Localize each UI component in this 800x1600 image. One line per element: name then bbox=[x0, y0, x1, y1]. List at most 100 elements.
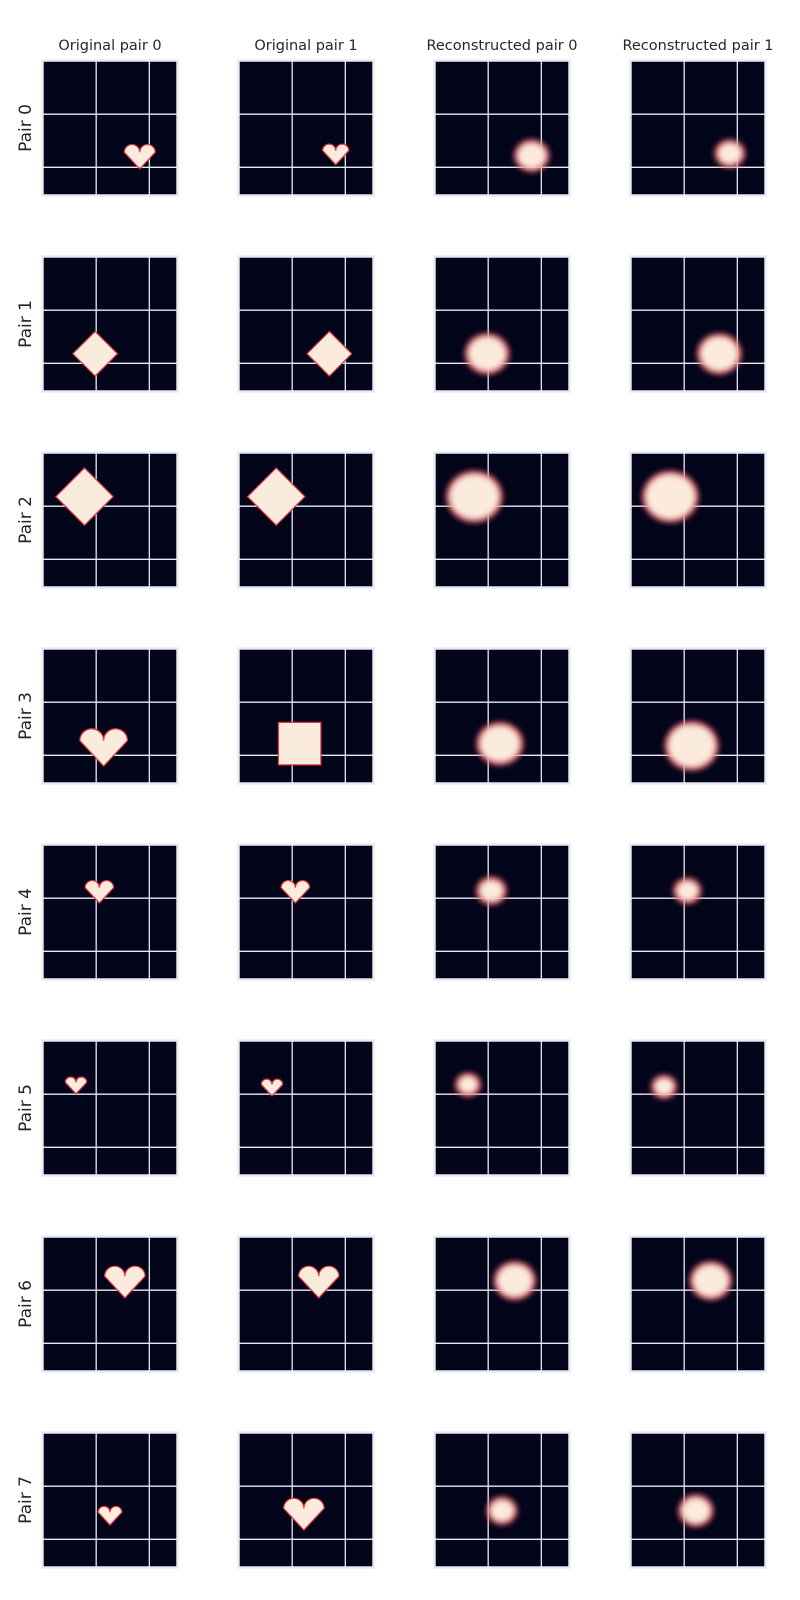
image-panel bbox=[433, 1431, 571, 1569]
image-panel bbox=[433, 1235, 571, 1373]
panel-background bbox=[42, 1432, 178, 1568]
panel-background bbox=[42, 1236, 178, 1372]
heart-shape bbox=[84, 880, 115, 904]
row-labels: Pair 0 Pair 1 Pair 2 Pair 3 Pair 4 Pair 5 Pair… bbox=[16, 104, 36, 1524]
panel-frame bbox=[629, 843, 767, 981]
panel-background bbox=[630, 256, 766, 392]
panel-frame bbox=[433, 59, 571, 197]
reconstructed-blob bbox=[692, 1263, 730, 1298]
row-label: Pair 0 bbox=[16, 104, 36, 152]
column-title: Reconstructed pair 0 bbox=[426, 38, 577, 54]
image-panel bbox=[629, 255, 767, 393]
panel-frame bbox=[629, 1039, 767, 1177]
panel-frame bbox=[433, 451, 571, 589]
image-panel bbox=[629, 451, 767, 589]
panel-frame bbox=[433, 1431, 571, 1569]
image-panel bbox=[433, 59, 571, 197]
panel-frame bbox=[237, 451, 375, 589]
panel-background bbox=[238, 844, 374, 980]
panel-frame bbox=[237, 59, 375, 197]
panel-background bbox=[238, 1236, 374, 1372]
column-title: Original pair 1 bbox=[254, 38, 357, 54]
image-panel bbox=[433, 843, 571, 981]
reconstructed-blob bbox=[667, 723, 717, 769]
panel-background bbox=[238, 1432, 374, 1568]
panel-background bbox=[42, 452, 178, 588]
row-label: Pair 1 bbox=[16, 300, 36, 348]
panel-frame bbox=[237, 1235, 375, 1373]
panel-background bbox=[630, 1236, 766, 1372]
image-panel bbox=[41, 255, 179, 393]
panel-frame bbox=[41, 255, 179, 393]
panel-frame bbox=[41, 451, 179, 589]
row-label: Pair 3 bbox=[16, 692, 36, 740]
panel-background bbox=[434, 844, 570, 980]
image-panel bbox=[237, 451, 375, 589]
diamond-shape bbox=[246, 467, 306, 527]
panel-background bbox=[630, 844, 766, 980]
panel-frame bbox=[41, 1235, 179, 1373]
row-label: Pair 5 bbox=[16, 1084, 36, 1132]
heart-shape bbox=[322, 143, 350, 166]
image-panel bbox=[237, 1431, 375, 1569]
reconstructed-blob bbox=[680, 1496, 712, 1525]
reconstructed-blob bbox=[467, 335, 507, 372]
panel-background bbox=[42, 648, 178, 784]
diamond-shape bbox=[71, 330, 119, 377]
row-label: Pair 2 bbox=[16, 496, 36, 544]
column-title: Original pair 0 bbox=[58, 38, 161, 54]
image-panel bbox=[629, 1039, 767, 1177]
panel-background bbox=[238, 60, 374, 196]
image-panel bbox=[433, 1039, 571, 1177]
heart-shape bbox=[280, 880, 311, 904]
heart-shape bbox=[104, 1265, 146, 1299]
column-title: Reconstructed pair 1 bbox=[622, 38, 773, 54]
panel-frame bbox=[237, 647, 375, 785]
panel-frame bbox=[41, 843, 179, 981]
panel-grid bbox=[41, 59, 767, 1569]
image-panel bbox=[41, 1431, 179, 1569]
panel-background bbox=[434, 256, 570, 392]
image-panel bbox=[629, 1431, 767, 1569]
reconstructed-blob bbox=[653, 1077, 675, 1097]
reconstructed-blob bbox=[675, 880, 700, 902]
panel-frame bbox=[41, 59, 179, 197]
panel-background bbox=[238, 256, 374, 392]
reconstructed-blob bbox=[478, 724, 521, 763]
reconstructed-blob bbox=[489, 1498, 515, 1523]
panel-background bbox=[434, 60, 570, 196]
panel-background bbox=[434, 1040, 570, 1176]
panel-frame bbox=[629, 59, 767, 197]
heart-shape bbox=[123, 144, 156, 170]
panel-background bbox=[238, 1040, 374, 1176]
square-shape bbox=[277, 721, 322, 766]
diamond-shape bbox=[306, 330, 353, 377]
column-titles: Original pair 0 Original pair 1 Reconstruc… bbox=[58, 38, 773, 54]
panel-background bbox=[434, 452, 570, 588]
heart-shape bbox=[64, 1076, 88, 1095]
panel-background bbox=[42, 60, 178, 196]
image-panel bbox=[41, 843, 179, 981]
image-panel bbox=[629, 1235, 767, 1373]
image-panel bbox=[237, 59, 375, 197]
panel-frame bbox=[41, 647, 179, 785]
image-panel bbox=[237, 647, 375, 785]
heart-shape bbox=[283, 1497, 325, 1531]
image-panel bbox=[41, 1039, 179, 1177]
panel-background bbox=[238, 452, 374, 588]
image-panel bbox=[629, 843, 767, 981]
reconstructed-blob bbox=[457, 1075, 479, 1095]
panel-frame bbox=[237, 1039, 375, 1177]
panel-frame bbox=[433, 255, 571, 393]
panel-background bbox=[630, 452, 766, 588]
panel-background bbox=[630, 1040, 766, 1176]
row-label: Pair 6 bbox=[16, 1280, 36, 1328]
panel-frame bbox=[433, 1039, 571, 1177]
panel-frame bbox=[629, 1235, 767, 1373]
panel-frame bbox=[41, 1431, 179, 1569]
image-panel bbox=[237, 1235, 375, 1373]
panel-frame bbox=[629, 647, 767, 785]
diamond-shape bbox=[54, 467, 115, 527]
panel-frame bbox=[433, 1235, 571, 1373]
panel-frame bbox=[433, 647, 571, 785]
